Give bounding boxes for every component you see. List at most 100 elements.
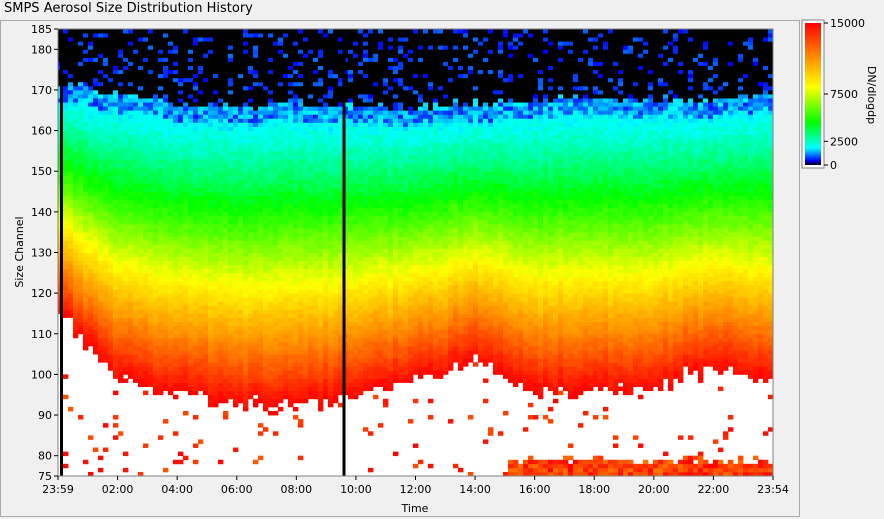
heatmap-cell xyxy=(238,154,244,160)
heatmap-cell xyxy=(288,268,294,274)
heatmap-cell xyxy=(148,297,154,302)
heatmap-cell xyxy=(163,183,169,188)
heatmap-cell xyxy=(218,130,224,136)
heatmap-cell xyxy=(123,362,129,367)
heatmap-cell xyxy=(63,167,69,172)
heatmap-cell xyxy=(73,49,79,54)
heatmap-cell xyxy=(318,138,324,144)
heatmap-cell xyxy=(103,329,109,335)
heatmap-cell xyxy=(168,293,174,298)
heatmap-cell xyxy=(243,228,249,233)
heatmap-cell xyxy=(293,207,299,213)
heatmap-cell xyxy=(118,333,124,339)
heatmap-cell xyxy=(293,276,299,282)
heatmap-cell xyxy=(178,252,184,257)
heatmap-cell xyxy=(93,313,99,318)
heatmap-cell xyxy=(268,370,274,375)
heatmap-cell xyxy=(78,98,84,103)
heatmap-cell xyxy=(168,289,174,294)
heatmap-cell xyxy=(198,240,204,245)
heatmap-cell xyxy=(258,362,264,367)
heatmap-cell xyxy=(253,98,259,103)
heatmap-cell xyxy=(318,207,324,213)
heatmap-cell xyxy=(228,386,234,392)
heatmap-cell xyxy=(188,350,194,355)
heatmap-cell xyxy=(153,171,159,176)
heatmap-cell xyxy=(263,199,269,205)
heatmap-cell xyxy=(278,285,284,290)
heatmap-cell xyxy=(283,191,289,197)
heatmap-cell xyxy=(328,134,334,140)
heatmap-cell xyxy=(288,85,294,91)
heatmap-cell xyxy=(113,264,119,270)
heatmap-cell xyxy=(293,272,299,278)
heatmap-cell xyxy=(113,224,119,229)
heatmap-cell xyxy=(133,215,139,221)
heatmap-cell xyxy=(173,264,179,270)
heatmap-cell xyxy=(253,167,259,172)
heatmap-cell xyxy=(228,341,234,347)
heatmap-cell xyxy=(268,362,274,367)
heatmap-cell xyxy=(283,285,289,290)
heatmap-cell xyxy=(283,106,289,111)
heatmap-cell xyxy=(253,382,259,387)
heatmap-cell xyxy=(63,57,69,62)
heatmap-cell xyxy=(253,244,259,249)
heatmap-cell xyxy=(233,358,239,363)
heatmap-cell xyxy=(303,240,309,245)
heatmap-cell xyxy=(253,69,259,75)
heatmap-cell xyxy=(138,94,144,99)
heatmap-cell xyxy=(258,195,264,201)
heatmap-cell xyxy=(103,289,109,294)
heatmap-cell xyxy=(218,114,224,119)
heatmap-cell xyxy=(333,138,339,144)
heatmap-cell xyxy=(128,341,134,347)
heatmap-cell xyxy=(168,321,174,327)
heatmap-cell xyxy=(183,354,189,359)
heatmap-cell xyxy=(278,211,284,217)
heatmap-cell xyxy=(178,293,184,298)
heatmap-cell xyxy=(98,467,104,473)
heatmap-cell xyxy=(213,118,219,123)
heatmap-cell xyxy=(178,268,184,274)
heatmap-cell xyxy=(178,57,184,62)
heatmap-cell xyxy=(213,134,219,140)
heatmap-cell xyxy=(303,248,309,253)
heatmap-cell xyxy=(103,317,109,322)
heatmap-cell xyxy=(198,268,204,274)
heatmap-cell xyxy=(178,49,184,54)
heatmap-cell xyxy=(133,374,139,379)
heatmap-cell xyxy=(158,386,164,392)
heatmap-cell xyxy=(258,260,264,266)
heatmap-cell xyxy=(178,211,184,217)
heatmap-cell xyxy=(233,142,239,148)
heatmap-cell xyxy=(258,114,264,119)
heatmap-cell xyxy=(158,195,164,201)
heatmap-cell xyxy=(173,459,179,465)
heatmap-cell xyxy=(148,191,154,197)
heatmap-cell xyxy=(233,260,239,266)
heatmap-cell xyxy=(248,354,254,359)
heatmap-cell xyxy=(278,394,284,400)
heatmap-cell xyxy=(133,29,139,34)
heatmap-cell xyxy=(303,211,309,217)
heatmap-cell xyxy=(333,29,339,34)
heatmap-cell xyxy=(268,264,274,270)
heatmap-cell xyxy=(138,350,144,355)
heatmap-cell xyxy=(228,171,234,176)
heatmap-cell xyxy=(263,53,269,58)
heatmap-cell xyxy=(228,244,234,249)
heatmap-cell xyxy=(323,354,329,359)
heatmap-cell xyxy=(198,61,204,66)
heatmap-cell xyxy=(68,236,74,241)
heatmap-cell xyxy=(258,398,264,404)
heatmap-cell xyxy=(108,171,114,176)
heatmap-cell xyxy=(233,256,239,262)
heatmap-cell xyxy=(193,329,199,335)
heatmap-cell xyxy=(178,163,184,168)
heatmap-cell xyxy=(173,33,179,38)
heatmap-cell xyxy=(213,358,219,363)
heatmap-cell xyxy=(258,183,264,188)
heatmap-cell xyxy=(123,366,129,371)
heatmap-cell xyxy=(253,378,259,383)
